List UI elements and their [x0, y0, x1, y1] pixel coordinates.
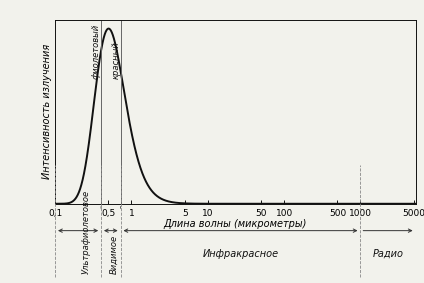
- Text: Видимое: Видимое: [109, 235, 118, 274]
- Text: фиолетовый: фиолетовый: [92, 23, 101, 79]
- Y-axis label: Интенсивность излучения: Интенсивность излучения: [42, 44, 52, 179]
- Text: Ультрафиолетовое: Ультрафиолетовое: [82, 190, 91, 274]
- Text: Радио: Радио: [372, 249, 404, 259]
- X-axis label: Длина волны (микрометры): Длина волны (микрометры): [164, 219, 307, 229]
- Text: красный: красный: [112, 41, 120, 79]
- Text: Инфракрасное: Инфракрасное: [202, 249, 279, 259]
